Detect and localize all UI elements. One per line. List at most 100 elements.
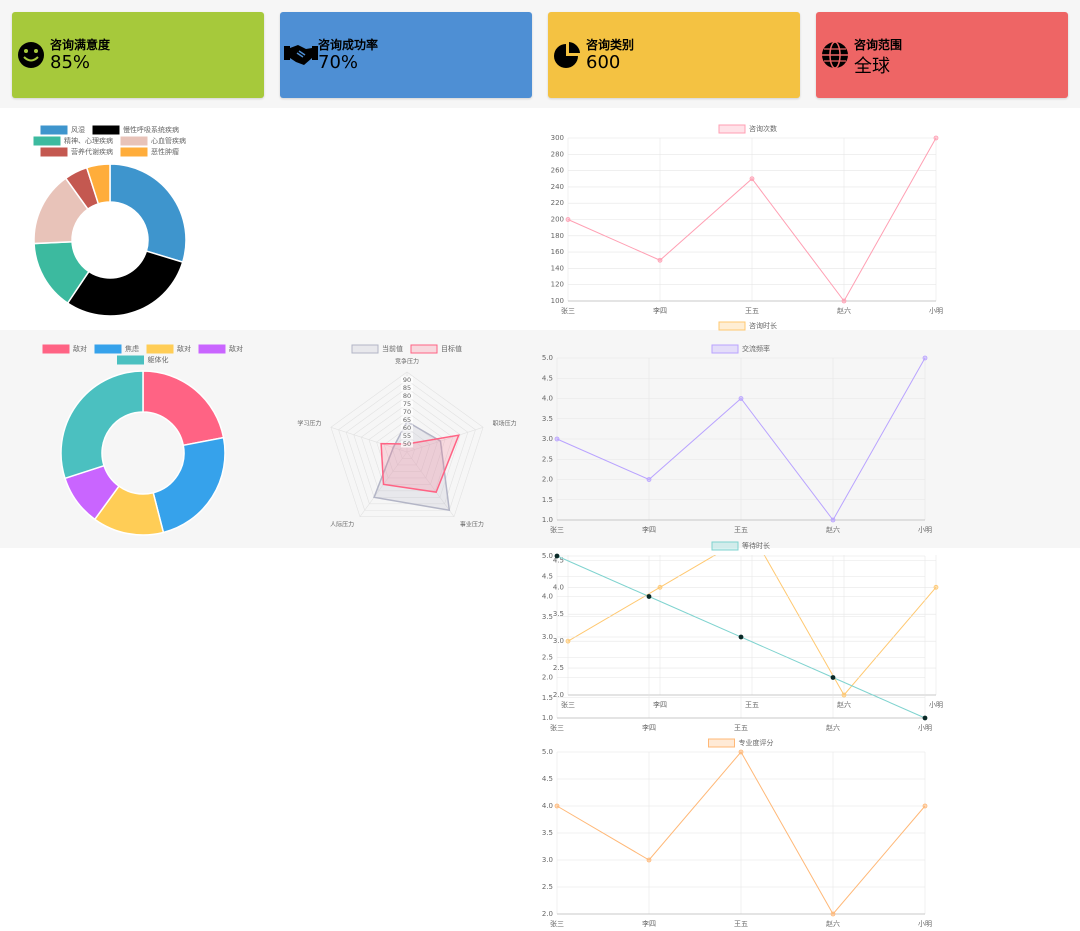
- donut-slice: [66, 250, 184, 317]
- donut-slice: [85, 163, 111, 205]
- x-tick-label: 赵六: [837, 700, 851, 709]
- legend-swatch: [117, 355, 144, 365]
- card: 咨询满意度 85%: [12, 12, 264, 98]
- card-title: 咨询类别: [586, 38, 635, 52]
- globe-icon: [822, 41, 848, 69]
- donut-slice: [60, 370, 144, 480]
- x-tick-label: 王五: [745, 307, 759, 315]
- point: [933, 584, 939, 590]
- point: [841, 692, 847, 698]
- legend-label: 交流频率: [742, 344, 770, 353]
- tick-bg: [401, 400, 413, 408]
- point: [841, 298, 847, 304]
- y-tick-label: 4.5: [542, 775, 553, 783]
- card: 咨询范围 全球: [816, 12, 1068, 98]
- x-tick-label: 张三: [561, 700, 575, 709]
- donut-slice: [109, 163, 187, 264]
- legend-label: 等待时长: [742, 541, 770, 550]
- point: [830, 675, 836, 680]
- x-tick-label: 张三: [550, 919, 564, 928]
- legend-label: 敌对: [177, 344, 191, 353]
- point: [554, 803, 560, 809]
- y-tick-label: 100: [551, 297, 564, 305]
- card: 咨询类别 600: [548, 12, 800, 98]
- legend-swatch: [40, 147, 68, 157]
- radar-grid: [376, 419, 438, 479]
- y-tick-label: 280: [551, 150, 564, 158]
- legend-swatch: [711, 344, 739, 354]
- y-tick-label: 240: [551, 183, 564, 191]
- legend-label: 营养代谢疾病: [71, 147, 113, 156]
- donut-slice: [152, 436, 226, 534]
- y-tick-label: 3.5: [542, 829, 553, 837]
- card-value: 85%: [50, 52, 91, 73]
- y-tick-label: 300: [551, 134, 564, 142]
- legend-swatch: [33, 136, 61, 146]
- legend-label: 恶性肿瘤: [151, 147, 179, 156]
- card-title: 咨询成功率: [318, 38, 379, 52]
- x-tick-label: 张三: [550, 525, 564, 534]
- card-title: 咨询满意度: [50, 38, 111, 52]
- x-tick-label: 李四: [653, 306, 667, 315]
- x-tick-label: 赵六: [826, 919, 840, 928]
- card: 咨询成功率 70%: [280, 12, 532, 98]
- y-tick-label: 2.0: [542, 476, 553, 484]
- radar-axis-label: 竞争压力: [395, 358, 419, 366]
- point: [738, 634, 744, 640]
- y-tick-label: 2.5: [542, 455, 553, 463]
- x-tick-label: 李四: [642, 525, 656, 534]
- y-tick-label: 4.0: [553, 583, 564, 591]
- radar-grid: [345, 387, 469, 505]
- x-tick-label: 小明: [929, 700, 943, 709]
- radar-grid: [383, 427, 431, 472]
- tick-bg: [401, 432, 413, 440]
- r-tick-label: 75: [403, 400, 411, 408]
- y-tick-label: 5.0: [542, 354, 553, 362]
- point: [830, 517, 836, 523]
- legend-label: 心血管疾病: [151, 136, 186, 145]
- x-tick-label: 小明: [918, 723, 932, 732]
- handshake-icon: [284, 45, 318, 65]
- y-tick-label: 4.0: [542, 395, 553, 403]
- legend-label: 躯体化: [148, 355, 169, 364]
- legend-label: 敌对: [229, 344, 243, 353]
- x-tick-label: 张三: [561, 306, 575, 315]
- y-tick-label: 3.0: [542, 856, 553, 864]
- legend-swatch: [711, 541, 739, 551]
- x-tick-label: 王五: [734, 920, 748, 928]
- point: [922, 355, 928, 361]
- y-tick-label: 2.5: [542, 653, 553, 661]
- radar-area: [380, 434, 460, 493]
- y-tick-label: 1.0: [542, 714, 553, 722]
- legend-label: 专业度评分: [739, 738, 774, 747]
- clipped-group: [565, 555, 939, 698]
- y-tick-label: 160: [551, 248, 564, 256]
- point: [738, 396, 744, 401]
- card-value: 全球: [854, 56, 890, 77]
- tick-bg: [401, 384, 413, 392]
- point: [749, 176, 755, 182]
- x-tick-label: 小明: [918, 919, 932, 928]
- legend-label: 目标值: [441, 344, 462, 353]
- r-tick-label: 55: [403, 432, 411, 440]
- tick-bg: [401, 408, 413, 416]
- y-tick-label: 120: [551, 281, 564, 289]
- legend-label: 焦虑: [125, 344, 139, 353]
- point: [922, 803, 928, 809]
- y-tick-label: 2.0: [553, 691, 564, 699]
- y-tick-label: 1.5: [542, 694, 553, 702]
- y-tick-label: 4.0: [542, 593, 553, 601]
- smile-icon: [18, 42, 44, 68]
- y-tick-label: 1.0: [542, 516, 553, 524]
- line: [567, 555, 937, 696]
- point: [933, 135, 939, 141]
- legend-swatch: [120, 136, 148, 146]
- legend-label: 精神、心理疾病: [64, 136, 113, 145]
- r-tick-label: 80: [403, 392, 411, 400]
- x-tick-label: 赵六: [826, 525, 840, 534]
- x-tick-label: 李四: [642, 919, 656, 928]
- legend-label: 咨询次数: [749, 124, 777, 133]
- x-tick-label: 赵六: [826, 723, 840, 732]
